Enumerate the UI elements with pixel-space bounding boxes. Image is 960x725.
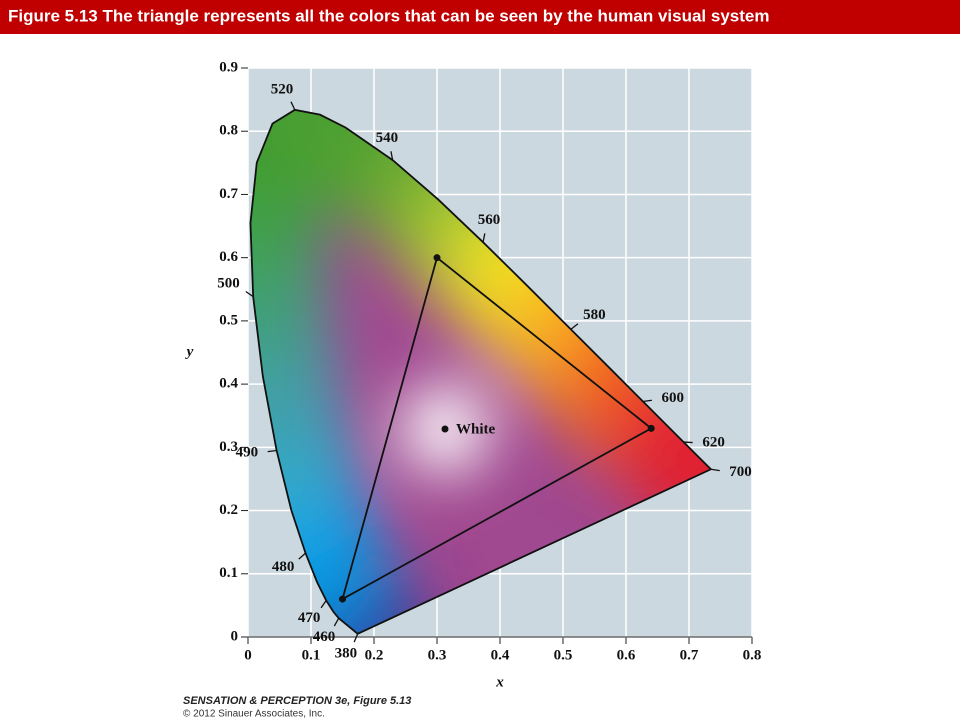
wavelength-label: 490 [236, 445, 259, 461]
y-tick-label: 0.1 [219, 565, 238, 581]
wavelength-label: 470 [298, 610, 321, 626]
wavelength-label: 600 [661, 390, 684, 406]
wavelength-label: 480 [272, 559, 295, 575]
x-tick-label: 0.1 [302, 647, 321, 663]
x-tick-label: 0.4 [491, 647, 510, 663]
y-tick-label: 0.6 [219, 249, 238, 265]
x-tick-label: 0.6 [617, 647, 636, 663]
y-tick-label: 0.8 [219, 123, 238, 139]
x-axis-label: x [495, 674, 504, 690]
header-title: Figure 5.13 The triangle represents all … [8, 6, 769, 25]
primary-point [434, 254, 441, 261]
y-axis-label: y [185, 344, 194, 360]
x-tick-label: 0 [244, 647, 252, 663]
y-tick-label: 0.7 [219, 186, 238, 202]
wavelength-label: 460 [313, 629, 336, 645]
x-tick-label: 0.3 [428, 647, 447, 663]
y-tick-label: 0.5 [219, 312, 238, 328]
wavelength-label: 500 [217, 276, 240, 292]
wavelength-label: 380 [335, 646, 358, 662]
y-tick-label: 0.9 [219, 59, 238, 75]
primary-point [339, 596, 346, 603]
x-tick-label: 0.5 [554, 647, 573, 663]
x-tick-label: 0.2 [365, 647, 384, 663]
wavelength-label: 560 [478, 212, 501, 228]
primary-point [648, 425, 655, 432]
footer-line1: SENSATION & PERCEPTION 3e, Figure 5.13 [183, 695, 411, 707]
wavelength-label: 520 [271, 81, 294, 97]
wavelength-label: 540 [376, 130, 399, 146]
white-point [442, 425, 449, 432]
x-tick-label: 0.8 [743, 647, 762, 663]
footer-line2: © 2012 Sinauer Associates, Inc. [183, 709, 325, 720]
wavelength-label: 580 [583, 307, 606, 323]
y-tick-label: 0.2 [219, 502, 238, 518]
wavelength-label: 620 [702, 435, 725, 451]
white-label: White [456, 421, 496, 437]
y-tick-label: 0 [231, 628, 239, 644]
x-tick-label: 0.7 [680, 647, 699, 663]
y-tick-label: 0.4 [219, 376, 238, 392]
wavelength-label: 700 [729, 464, 752, 480]
